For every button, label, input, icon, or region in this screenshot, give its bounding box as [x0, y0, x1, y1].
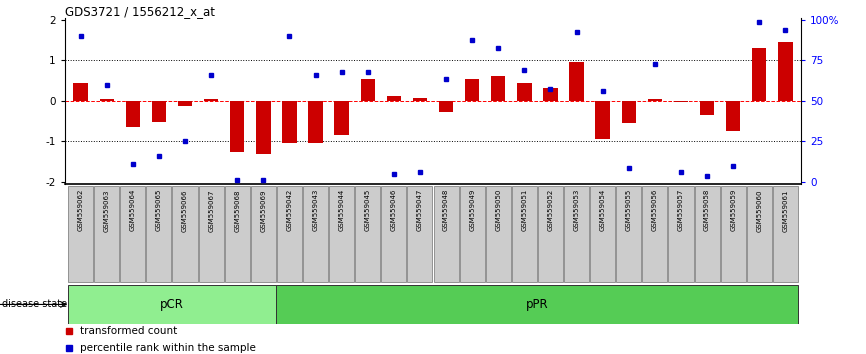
Bar [282, 101, 297, 143]
Bar [622, 101, 636, 123]
Text: GSM559054: GSM559054 [599, 189, 605, 231]
FancyBboxPatch shape [538, 186, 563, 282]
FancyBboxPatch shape [407, 186, 432, 282]
Text: GSM559065: GSM559065 [156, 189, 162, 232]
Text: GSM559056: GSM559056 [652, 189, 658, 232]
FancyBboxPatch shape [381, 186, 406, 282]
FancyBboxPatch shape [277, 186, 302, 282]
FancyBboxPatch shape [643, 186, 668, 282]
FancyBboxPatch shape [486, 186, 511, 282]
Bar [360, 79, 375, 101]
Bar [230, 101, 244, 152]
Text: GSM559060: GSM559060 [756, 189, 762, 232]
Text: GSM559047: GSM559047 [417, 189, 423, 232]
Text: GSM559069: GSM559069 [261, 189, 267, 232]
Text: GSM559066: GSM559066 [182, 189, 188, 232]
FancyBboxPatch shape [669, 186, 694, 282]
FancyBboxPatch shape [434, 186, 459, 282]
Bar [491, 76, 506, 101]
FancyBboxPatch shape [198, 186, 223, 282]
Text: GSM559064: GSM559064 [130, 189, 136, 232]
FancyBboxPatch shape [120, 186, 145, 282]
Text: GSM559046: GSM559046 [391, 189, 397, 232]
Bar [674, 101, 688, 102]
FancyBboxPatch shape [68, 186, 94, 282]
Text: pCR: pCR [160, 298, 184, 311]
Text: GDS3721 / 1556212_x_at: GDS3721 / 1556212_x_at [65, 5, 215, 18]
FancyBboxPatch shape [329, 186, 354, 282]
Bar [465, 79, 480, 101]
Bar [648, 99, 662, 101]
Bar [413, 98, 427, 101]
Text: GSM559063: GSM559063 [104, 189, 110, 232]
Bar [204, 99, 218, 101]
FancyBboxPatch shape [590, 186, 615, 282]
Text: GSM559053: GSM559053 [573, 189, 579, 232]
Text: GSM559055: GSM559055 [626, 189, 632, 231]
Text: transformed count: transformed count [80, 326, 177, 336]
Text: GSM559057: GSM559057 [678, 189, 684, 232]
FancyBboxPatch shape [146, 186, 171, 282]
Bar [126, 101, 140, 127]
Bar [178, 101, 192, 106]
Text: GSM559043: GSM559043 [313, 189, 319, 232]
Bar [308, 101, 323, 143]
Text: GSM559068: GSM559068 [234, 189, 240, 232]
Bar [752, 48, 766, 101]
Text: GSM559042: GSM559042 [287, 189, 293, 231]
Bar [334, 101, 349, 135]
FancyBboxPatch shape [460, 186, 485, 282]
Bar [779, 42, 792, 101]
Bar [74, 82, 87, 101]
FancyBboxPatch shape [721, 186, 746, 282]
FancyBboxPatch shape [172, 186, 197, 282]
FancyBboxPatch shape [224, 186, 249, 282]
Text: GSM559061: GSM559061 [782, 189, 788, 232]
FancyBboxPatch shape [695, 186, 720, 282]
Text: pPR: pPR [527, 298, 549, 311]
Bar [569, 62, 584, 101]
FancyBboxPatch shape [355, 186, 380, 282]
Text: GSM559049: GSM559049 [469, 189, 475, 232]
Bar [543, 88, 558, 101]
Text: GSM559045: GSM559045 [365, 189, 371, 231]
Text: disease state: disease state [2, 299, 67, 309]
Text: GSM559050: GSM559050 [495, 189, 501, 232]
Text: GSM559067: GSM559067 [208, 189, 214, 232]
FancyBboxPatch shape [251, 186, 276, 282]
FancyBboxPatch shape [746, 186, 772, 282]
Text: GSM559044: GSM559044 [339, 189, 345, 231]
FancyBboxPatch shape [68, 285, 276, 324]
Bar [700, 101, 714, 115]
FancyBboxPatch shape [276, 285, 798, 324]
Bar [439, 101, 453, 112]
Bar [596, 101, 610, 139]
Text: GSM559051: GSM559051 [521, 189, 527, 232]
Bar [386, 96, 401, 101]
Text: GSM559062: GSM559062 [78, 189, 84, 232]
Bar [517, 82, 532, 101]
Text: percentile rank within the sample: percentile rank within the sample [80, 343, 255, 353]
Bar [256, 101, 270, 154]
FancyBboxPatch shape [617, 186, 642, 282]
Text: GSM559058: GSM559058 [704, 189, 710, 232]
Text: GSM559059: GSM559059 [730, 189, 736, 232]
Bar [152, 101, 166, 122]
FancyBboxPatch shape [303, 186, 328, 282]
FancyBboxPatch shape [564, 186, 589, 282]
Text: GSM559048: GSM559048 [443, 189, 449, 232]
Text: GSM559052: GSM559052 [547, 189, 553, 231]
FancyBboxPatch shape [772, 186, 798, 282]
Bar [726, 101, 740, 131]
FancyBboxPatch shape [94, 186, 120, 282]
FancyBboxPatch shape [512, 186, 537, 282]
Bar [100, 99, 114, 101]
